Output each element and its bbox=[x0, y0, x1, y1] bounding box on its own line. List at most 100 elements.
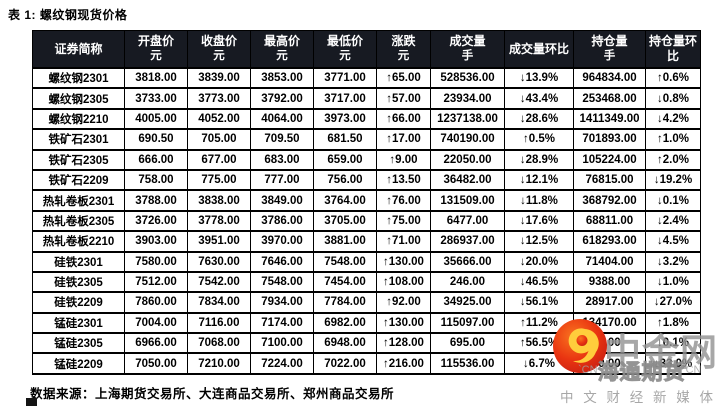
cell-volume_mom: ↓13.9% bbox=[504, 67, 574, 90]
cell-high: 3849.00 bbox=[250, 189, 314, 212]
table-row: 锰硅2209 7050.00 7210.00 7224.00 7022.00 ↑216.0… bbox=[32, 352, 701, 375]
cell-low: 7454.00 bbox=[313, 271, 377, 294]
column-header-3: 最高价元 bbox=[250, 30, 314, 69]
cell-open: 3733.00 bbox=[124, 87, 188, 110]
cell-high: 7646.00 bbox=[250, 251, 314, 273]
cell-oi: 105224.00 bbox=[573, 149, 646, 171]
cell-low: 3764.00 bbox=[313, 189, 377, 212]
cell-change: ↑108.00 bbox=[376, 271, 431, 294]
cell-change: ↑66.00 bbox=[376, 108, 431, 131]
cell-low: 3717.00 bbox=[313, 87, 377, 110]
cell-open: 3788.00 bbox=[124, 189, 188, 212]
cell-oi_mom: ↓19.2% bbox=[645, 169, 701, 192]
cell-low: 6948.00 bbox=[313, 332, 377, 355]
price-table-body: 螺纹钢2301 3818.00 3839.00 3853.00 3771.00 ↑65.0… bbox=[32, 67, 701, 375]
cell-volume: 528536.00 bbox=[430, 67, 505, 90]
cell-oi_mom: ↑2.0% bbox=[645, 149, 701, 171]
cell-high: 7174.00 bbox=[250, 312, 314, 335]
cell-open: 7004.00 bbox=[124, 312, 188, 335]
table-row: 螺纹钢2305 3733.00 3773.00 3792.00 3717.00 ↑57.0… bbox=[32, 87, 701, 110]
cell-high: 3786.00 bbox=[250, 210, 314, 233]
cell-name: 热轧卷板2210 bbox=[32, 230, 125, 253]
cell-close: 3778.00 bbox=[187, 210, 251, 233]
cell-volume_mom: ↓20.0% bbox=[504, 251, 574, 273]
cell-volume_mom: ↓17.6% bbox=[504, 210, 574, 233]
cell-oi_mom: ↓0.8% bbox=[645, 87, 701, 110]
cell-volume: 1237138.00 bbox=[430, 108, 505, 131]
cell-name: 铁矿石2305 bbox=[32, 149, 125, 171]
cell-high: 4064.00 bbox=[250, 108, 314, 131]
cell-low: 7784.00 bbox=[313, 291, 377, 314]
cell-oi_mom: ↑1.8% bbox=[645, 312, 701, 335]
cell-close: 7542.00 bbox=[187, 271, 251, 294]
cell-oi: 9388.00 bbox=[573, 271, 646, 294]
cell-high: 683.00 bbox=[250, 149, 314, 171]
column-header-5: 涨跌元 bbox=[376, 30, 431, 69]
table-header-row: 证券简称 开盘价元收盘价元最高价元最低价元涨跌元成交量手成交量环比 持仓量手持仓量环… bbox=[32, 30, 701, 69]
cell-name: 螺纹钢2301 bbox=[32, 67, 125, 90]
cell-oi: 28917.00 bbox=[573, 291, 646, 314]
cell-close: 3838.00 bbox=[187, 189, 251, 212]
cell-open: 690.50 bbox=[124, 128, 188, 151]
data-source-note: 数据来源：上海期货交易所、大连商品交易所、郑州商品交易所 bbox=[30, 387, 395, 401]
cell-name: 热轧卷板2301 bbox=[32, 189, 125, 212]
table-row: 螺纹钢2210 4005.00 4052.00 4064.00 3973.00 ↑66.0… bbox=[32, 108, 701, 131]
cell-change: ↑92.00 bbox=[376, 291, 431, 314]
cell-volume_mom: ↓28.6% bbox=[504, 108, 574, 131]
cell-volume_mom: ↓56.1% bbox=[504, 291, 574, 314]
cell-oi: 9.00 bbox=[573, 332, 646, 355]
cell-close: 705.00 bbox=[187, 128, 251, 151]
cell-oi_mom: ↓2.4% bbox=[645, 210, 701, 233]
cell-high: 7224.00 bbox=[250, 352, 314, 375]
cell-oi: 134170.00 bbox=[573, 312, 646, 335]
cell-high: 3792.00 bbox=[250, 87, 314, 110]
table-row: 铁矿石2305 666.00 677.00 683.00 659.00 ↑9.00 2205… bbox=[32, 149, 701, 171]
cell-close: 7210.00 bbox=[187, 352, 251, 375]
cell-oi: 368792.00 bbox=[573, 189, 646, 212]
cell-close: 3951.00 bbox=[187, 230, 251, 253]
cell-close: 3773.00 bbox=[187, 87, 251, 110]
cell-open: 758.00 bbox=[124, 169, 188, 192]
cell-name: 硅铁2301 bbox=[32, 251, 125, 273]
cell-volume_mom: ↓6.7% bbox=[504, 352, 574, 375]
cell-close: 7834.00 bbox=[187, 291, 251, 314]
cell-change: ↑65.00 bbox=[376, 67, 431, 90]
cell-volume_mom: ↑11.2% bbox=[504, 312, 574, 335]
column-header-2: 收盘价元 bbox=[187, 30, 251, 69]
cell-volume_mom: ↓12.5% bbox=[504, 230, 574, 253]
table-header: 证券简称 开盘价元收盘价元最高价元最低价元涨跌元成交量手成交量环比 持仓量手持仓量环… bbox=[32, 30, 701, 69]
cell-oi_mom: ↑1.0% bbox=[645, 128, 701, 151]
cell-name: 铁矿石2301 bbox=[32, 128, 125, 151]
column-header-8: 持仓量手 bbox=[573, 30, 646, 69]
table-row: 热轧卷板2301 3788.00 3838.00 3849.00 3764.00 ↑76.… bbox=[32, 189, 701, 212]
cell-name: 锰硅2301 bbox=[32, 312, 125, 335]
cell-open: 4005.00 bbox=[124, 108, 188, 131]
cell-volume_mom: ↓11.8% bbox=[504, 189, 574, 212]
cell-low: 7548.00 bbox=[313, 251, 377, 273]
column-header-9: 持仓量环比 bbox=[645, 30, 701, 69]
cell-oi: 71404.00 bbox=[573, 251, 646, 273]
cell-oi_mom: ↓3.2% bbox=[645, 251, 701, 273]
cell-oi_mom: ↓4.5% bbox=[645, 230, 701, 253]
cell-close: 4052.00 bbox=[187, 108, 251, 131]
cell-high: 3970.00 bbox=[250, 230, 314, 253]
cell-close: 775.00 bbox=[187, 169, 251, 192]
column-header-6: 成交量手 bbox=[430, 30, 505, 69]
cell-low: 7022.00 bbox=[313, 352, 377, 375]
cell-low: 6982.00 bbox=[313, 312, 377, 335]
cell-change: ↑71.00 bbox=[376, 230, 431, 253]
cell-oi_mom: ↓1.0% bbox=[645, 271, 701, 294]
cell-oi: 964834.00 bbox=[573, 67, 646, 90]
cell-name: 锰硅2305 bbox=[32, 332, 125, 355]
cell-volume: 36482.00 bbox=[430, 169, 505, 192]
cell-volume_mom: ↓28.9% bbox=[504, 149, 574, 171]
cell-name: 硅铁2209 bbox=[32, 291, 125, 314]
table-row: 锰硅2301 7004.00 7116.00 7174.00 6982.00 ↑130.0… bbox=[32, 312, 701, 335]
corner-mark bbox=[26, 398, 37, 406]
cell-low: 681.50 bbox=[313, 128, 377, 151]
cell-volume: 246.00 bbox=[430, 271, 505, 294]
cell-oi_mom: ↓27.0% bbox=[645, 291, 701, 314]
column-header-4: 最低价元 bbox=[313, 30, 377, 69]
cell-close: 677.00 bbox=[187, 149, 251, 171]
cell-high: 7548.00 bbox=[250, 271, 314, 294]
